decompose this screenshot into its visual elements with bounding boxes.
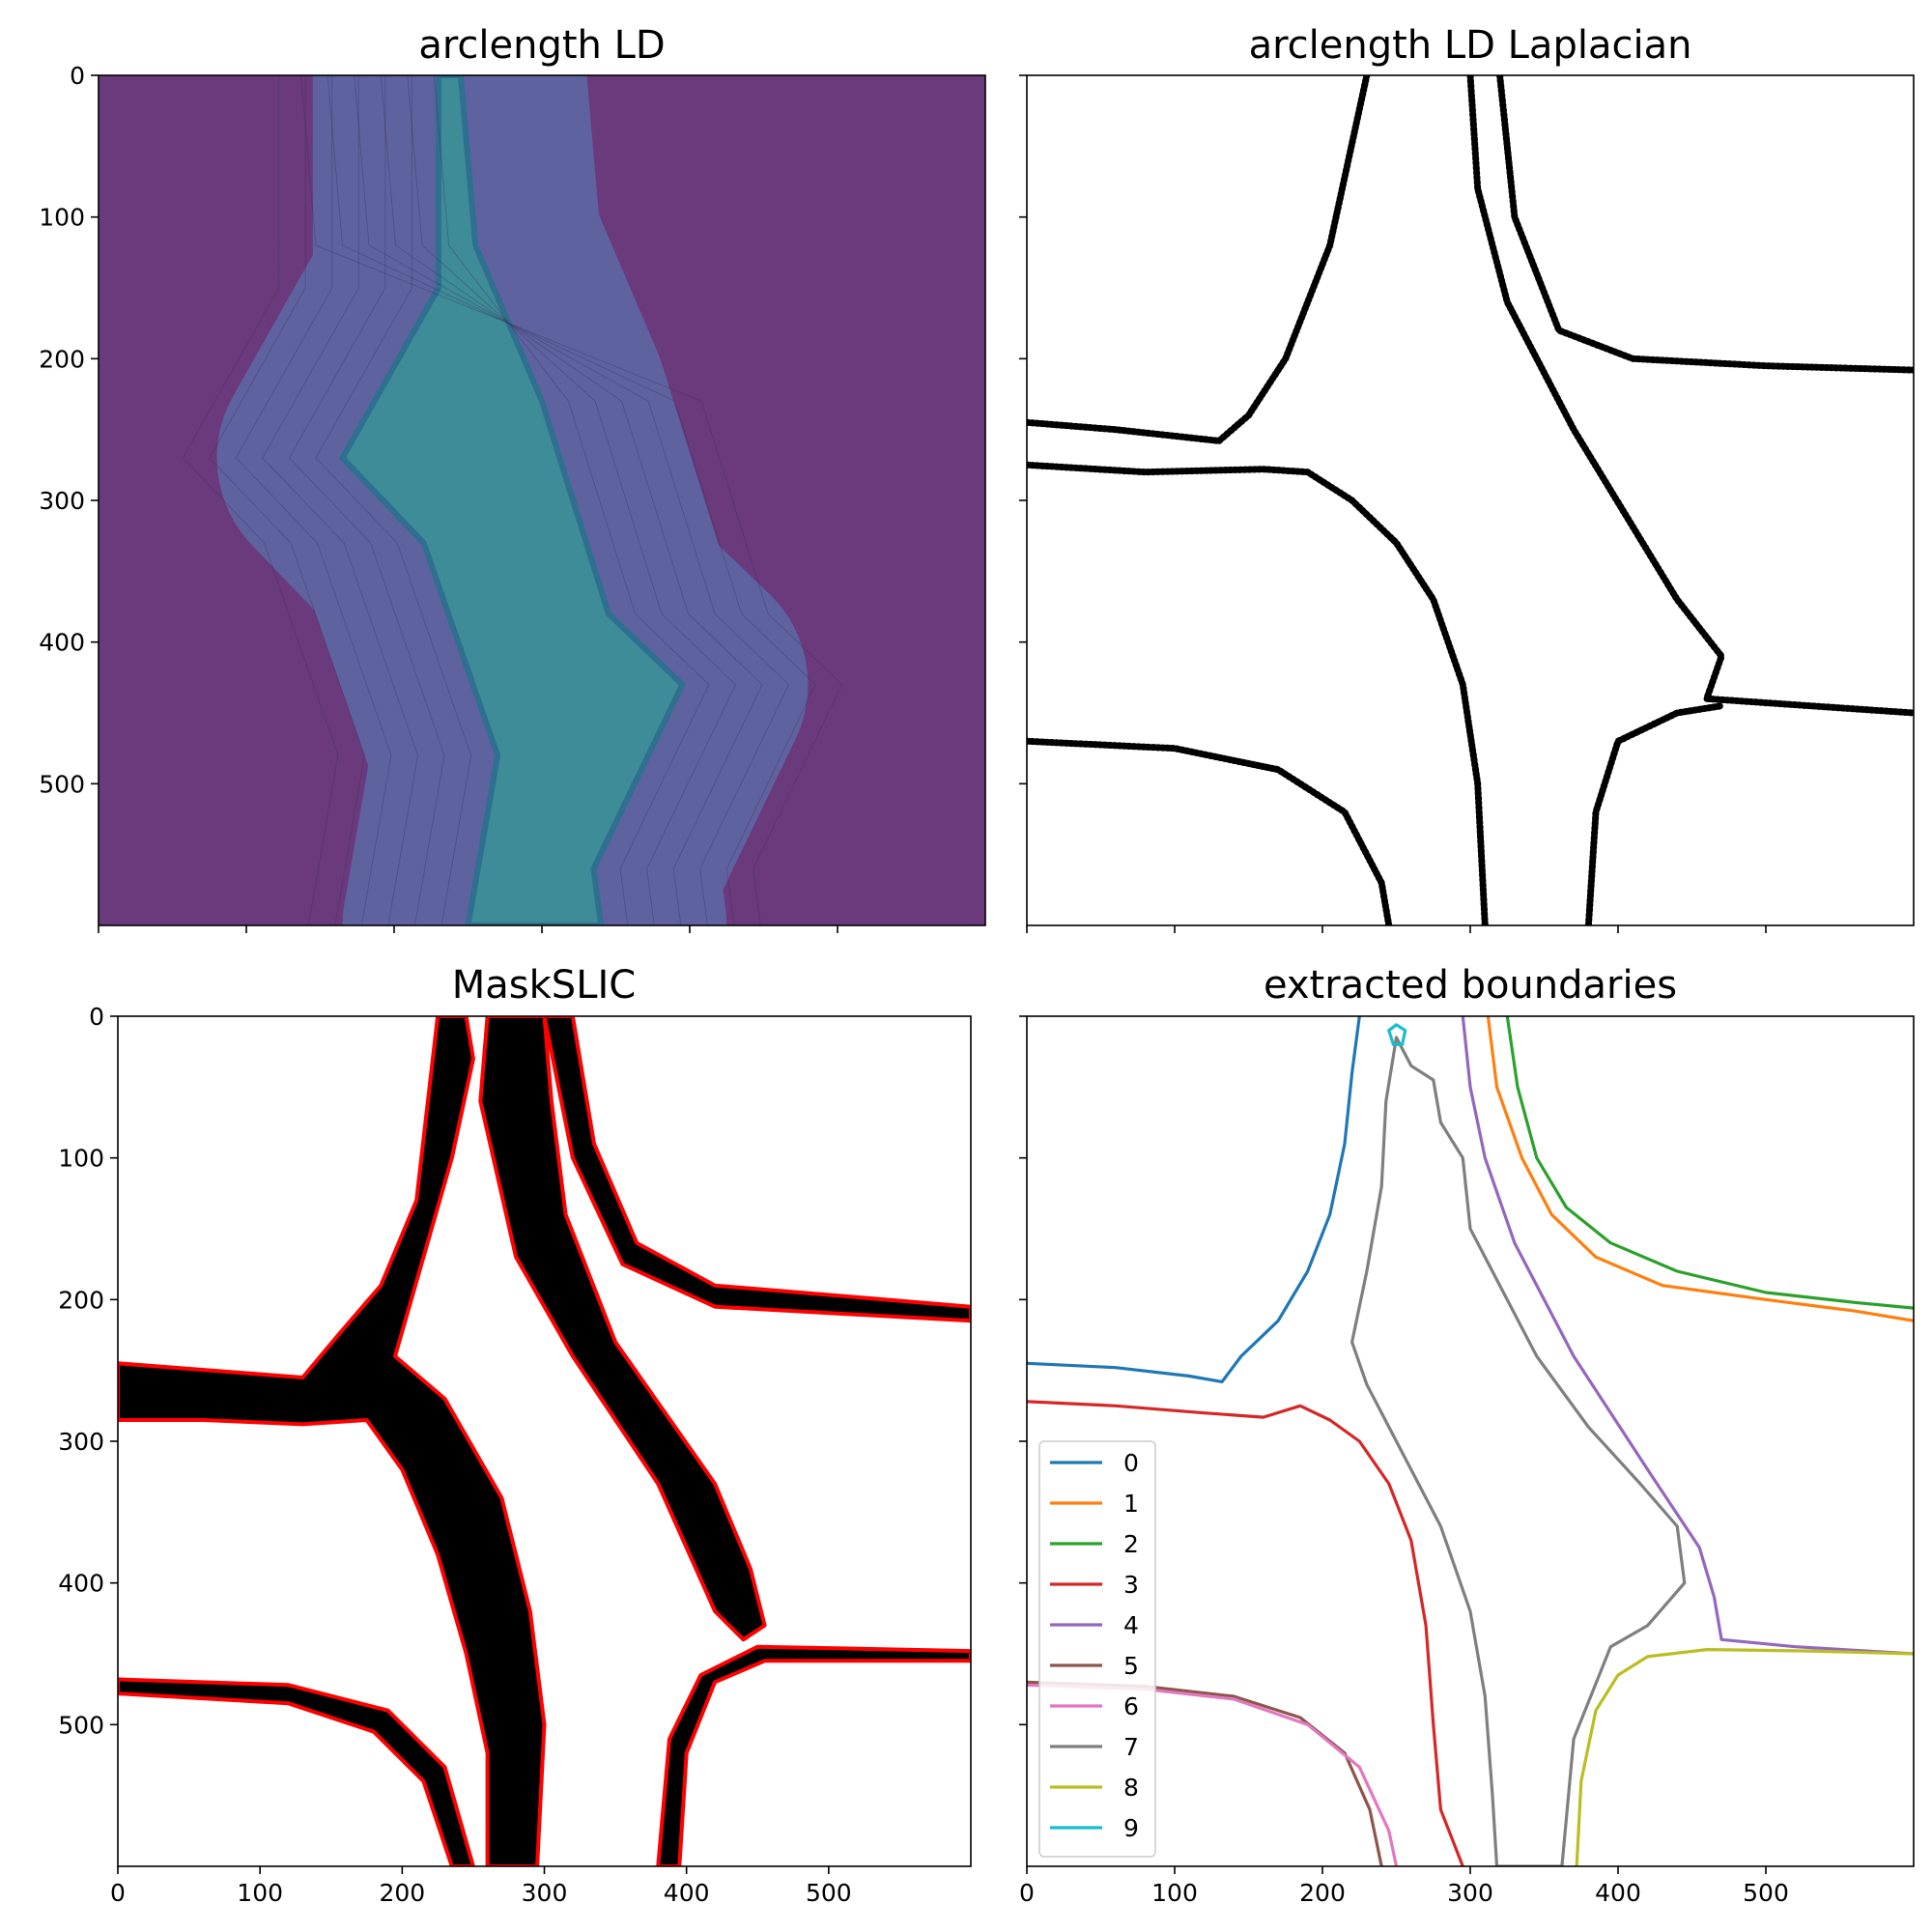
heatmap-contour (288, 75, 737, 925)
laplacian-ridge-curve (1027, 461, 1489, 925)
laplacian-ridge-core (1498, 75, 1914, 372)
laplacian-ridge-core (1027, 464, 1487, 925)
legend-label-5: 5 (1123, 1652, 1139, 1680)
boundaries-area (1027, 1016, 1914, 1866)
legend-label-3: 3 (1123, 1571, 1139, 1599)
mask-region (118, 1016, 547, 1866)
legend-label-7: 7 (1123, 1733, 1139, 1761)
legend-label-9: 9 (1123, 1814, 1139, 1842)
legend-label-8: 8 (1123, 1774, 1139, 1802)
x-tick-label: 500 (1743, 1879, 1789, 1907)
y-tick-label: 0 (89, 1003, 104, 1031)
x-tick-label: 0 (110, 1879, 126, 1907)
boundary-line-4 (1461, 1016, 1914, 1656)
y-tick-label: 100 (39, 204, 85, 232)
panel-title-maskslic: MaskSLIC (452, 963, 636, 1008)
legend-label-6: 6 (1123, 1692, 1139, 1720)
panel-title-laplacian: arclength LD Laplacian (1249, 23, 1692, 68)
axes-frame-laplacian (1026, 74, 1915, 926)
heatmap-contour (182, 75, 843, 925)
laplacian-ridge-curve (1584, 702, 1725, 925)
x-tick-label: 0 (1019, 1879, 1035, 1907)
y-tick-label: 500 (39, 770, 85, 798)
x-tick-label: 400 (664, 1879, 710, 1907)
boundary-line-7 (1350, 1036, 1687, 1866)
boundary-line-8 (1575, 1648, 1914, 1866)
y-tick-label: 200 (39, 345, 85, 373)
heatmap-contour (209, 75, 816, 925)
x-tick-label: 400 (1595, 1879, 1641, 1907)
mask-region (118, 1677, 475, 1866)
axes-frame-boundaries (1026, 1015, 1915, 1867)
legend-label-0: 0 (1123, 1449, 1139, 1477)
boundary-line-0 (1027, 1016, 1361, 1383)
laplacian-area (1027, 75, 1914, 925)
maskslic-area (118, 1016, 971, 1866)
heatmap-contour (262, 75, 763, 925)
laplacian-ridge-curve (1027, 75, 1371, 444)
y-tick-label: 100 (58, 1145, 104, 1173)
heatmap-contour (235, 75, 790, 925)
y-tick-label: 0 (70, 62, 85, 90)
x-tick-label: 100 (1151, 1879, 1198, 1907)
ld-heatmap-area (99, 75, 985, 925)
mask-region (656, 1644, 971, 1866)
y-tick-label: 300 (39, 487, 85, 515)
boundary-line-9 (1387, 1023, 1407, 1046)
x-tick-label: 100 (237, 1879, 283, 1907)
heatmap-contour (315, 75, 710, 925)
legend-label-2: 2 (1123, 1530, 1139, 1558)
legend-label-1: 1 (1123, 1490, 1139, 1518)
mask-region (542, 1016, 971, 1323)
laplacian-ridge-core (1027, 75, 1368, 442)
x-tick-label: 500 (806, 1879, 852, 1907)
laplacian-ridge-core (1027, 740, 1390, 925)
x-tick-label: 200 (1299, 1879, 1346, 1907)
y-tick-label: 300 (58, 1428, 104, 1456)
x-tick-label: 300 (522, 1879, 568, 1907)
boundary-line-1 (1486, 1016, 1914, 1322)
panel-title-boundaries: extracted boundaries (1264, 963, 1677, 1008)
legend: 0 1 2 3 4 5 6 7 8 9 (1038, 1440, 1156, 1858)
legend-label-4: 4 (1123, 1611, 1139, 1639)
y-tick-label: 400 (39, 629, 85, 657)
laplacian-ridge-curve (1027, 737, 1393, 925)
y-tick-label: 500 (58, 1711, 104, 1739)
y-tick-label: 200 (58, 1286, 104, 1314)
laplacian-ridge-core (1469, 75, 1914, 714)
panel-title-ld: arclength LD (418, 23, 665, 68)
x-tick-label: 200 (379, 1879, 425, 1907)
x-tick-label: 300 (1447, 1879, 1493, 1907)
boundary-line-3 (1027, 1400, 1464, 1866)
laplacian-ridge-curve (1496, 75, 1914, 374)
heatmap-ridge (339, 75, 686, 925)
y-tick-label: 400 (58, 1570, 104, 1598)
mask-region (478, 1016, 767, 1642)
boundary-line-2 (1505, 1016, 1914, 1310)
laplacian-ridge-core (1587, 704, 1722, 925)
